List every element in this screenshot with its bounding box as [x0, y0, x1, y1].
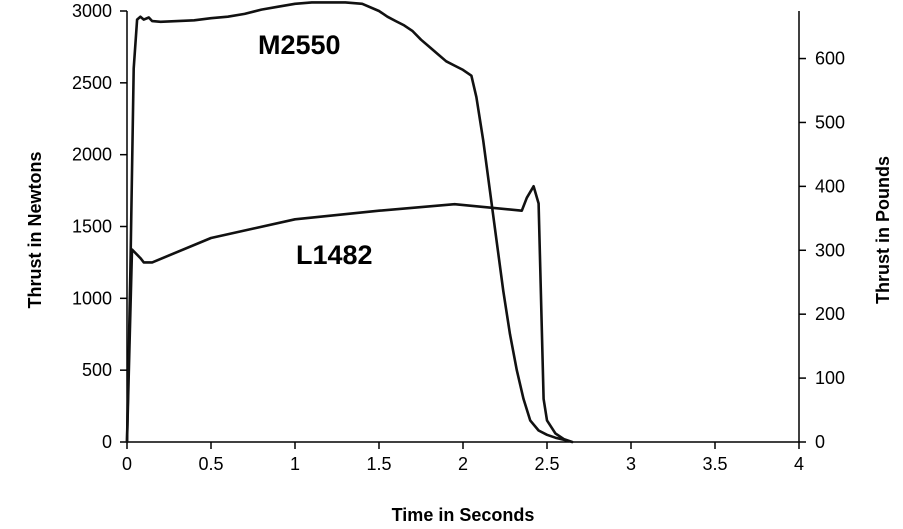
x-tick-label: 1.5 [366, 454, 391, 474]
y-tick-label: 0 [102, 432, 112, 452]
y2-tick-label: 100 [815, 368, 845, 388]
y-axis-title: Thrust in Newtons [25, 152, 45, 309]
x-tick-label: 2 [458, 454, 468, 474]
series-label-m2550: M2550 [258, 30, 341, 60]
y2-tick-label: 0 [815, 432, 825, 452]
series-layer [125, 1, 574, 444]
series-line-m2550 [125, 1, 571, 444]
series-line-l1482 [125, 185, 574, 444]
ticks-layer: 0 0.5 1 1.5 2 2.5 3 3.5 405001000150020002500300… [72, 1, 845, 474]
x-tick-label: 0.5 [198, 454, 223, 474]
series-label-l1482: L1482 [296, 240, 373, 270]
axes-layer [126, 11, 800, 443]
y-tick-label: 500 [82, 360, 112, 380]
y-tick-label: 2000 [72, 145, 112, 165]
x-tick-label: 0 [122, 454, 132, 474]
y2-tick-label: 200 [815, 304, 845, 324]
y2-tick-label: 600 [815, 49, 845, 69]
x-tick-label: 1 [290, 454, 300, 474]
y-tick-label: 1500 [72, 217, 112, 237]
x-tick-label: 2.5 [534, 454, 559, 474]
y2-tick-label: 400 [815, 176, 845, 196]
labels-layer: Time in Seconds Thrust in Newtons Thrust… [25, 30, 893, 525]
y-tick-label: 2500 [72, 73, 112, 93]
x-tick-label: 3 [626, 454, 636, 474]
y2-tick-label: 300 [815, 240, 845, 260]
y-tick-label: 3000 [72, 1, 112, 21]
x-tick-label: 4 [794, 454, 804, 474]
y2-tick-label: 500 [815, 112, 845, 132]
x-axis-title: Time in Seconds [392, 505, 535, 525]
x-tick-label: 3.5 [702, 454, 727, 474]
y-tick-label: 1000 [72, 288, 112, 308]
y2-axis-title: Thrust in Pounds [873, 156, 893, 304]
